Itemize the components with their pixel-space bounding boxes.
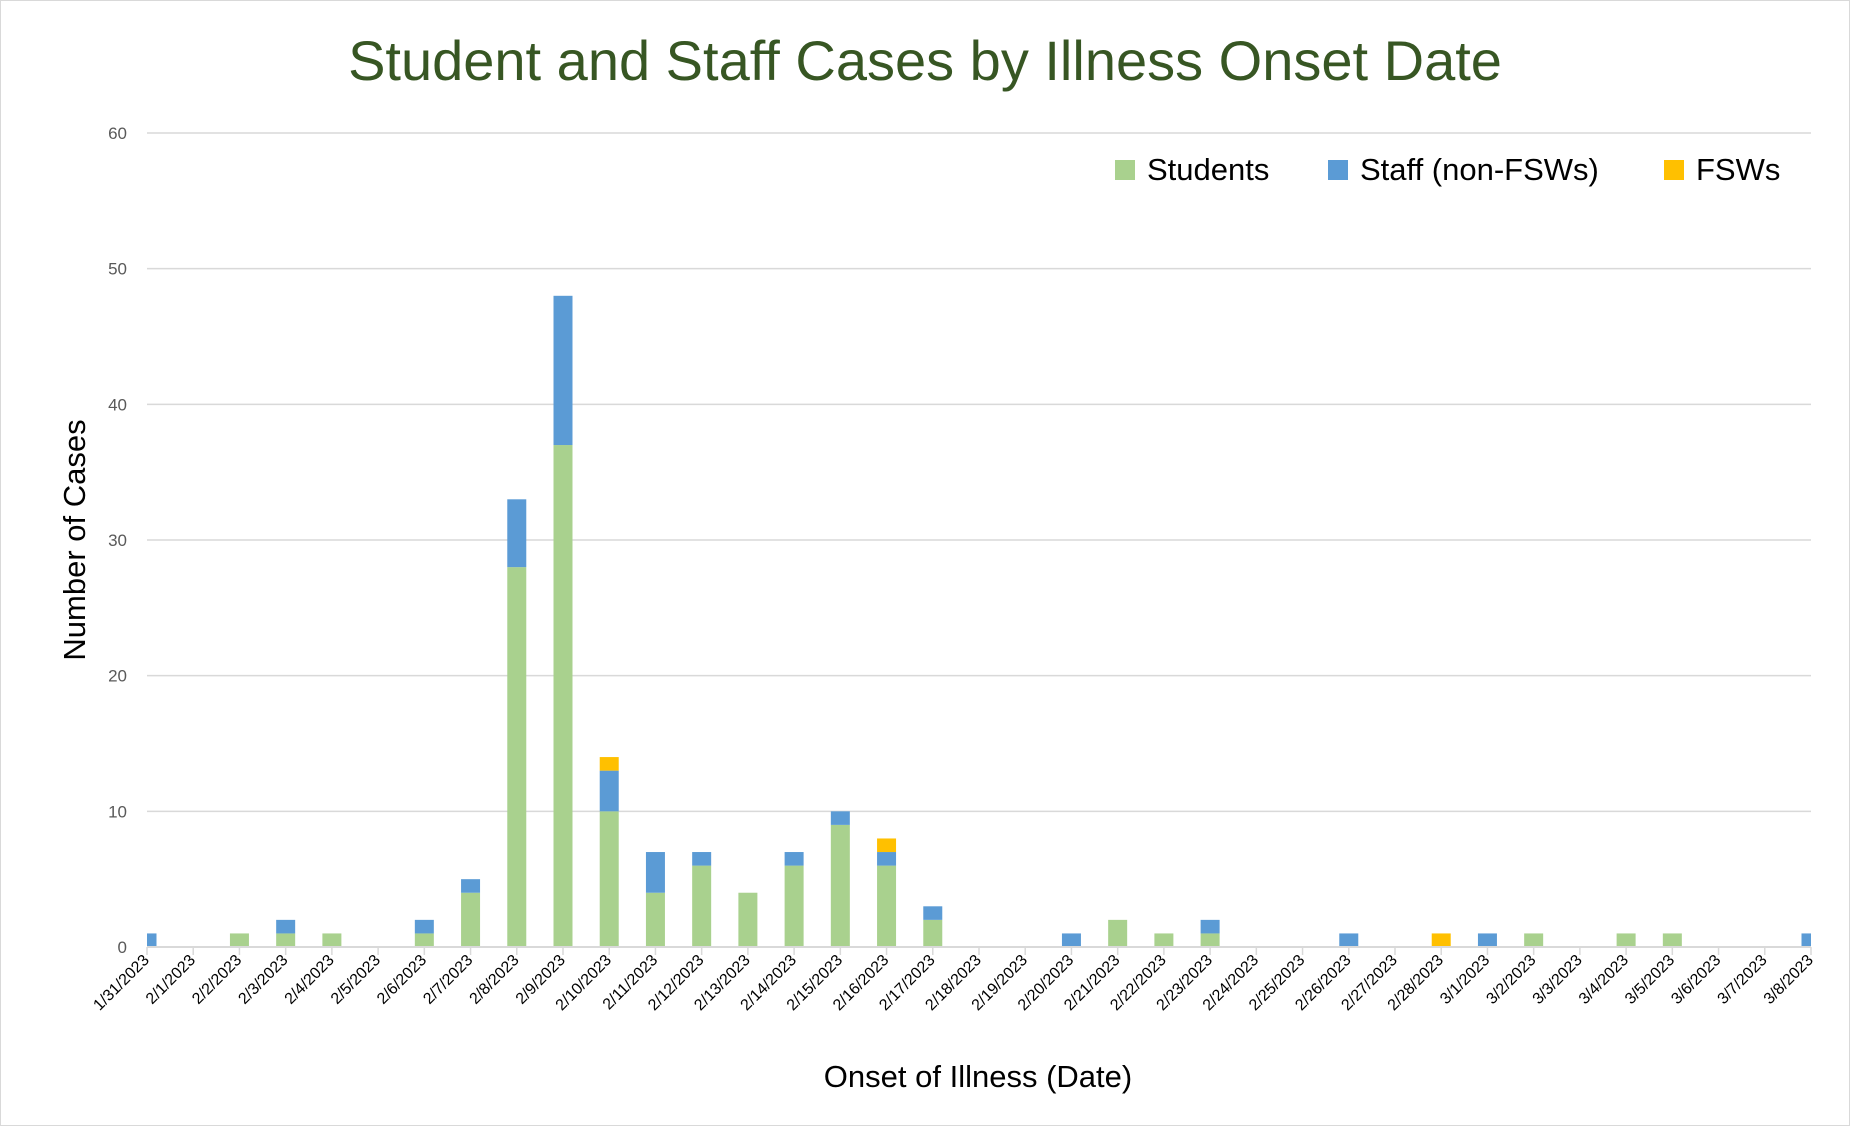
x-tick-label: 2/5/2023	[328, 952, 384, 1008]
bar-staff-non-fsws-	[553, 295, 573, 446]
bar-students	[784, 865, 804, 947]
bar-students	[553, 445, 573, 947]
bar-students	[1154, 933, 1174, 947]
y-tick-label: 0	[118, 938, 127, 957]
bar-students	[830, 824, 850, 947]
x-tick-label: 2/4/2023	[282, 952, 338, 1008]
y-tick-label: 40	[108, 395, 127, 414]
bar-staff-non-fsws-	[877, 852, 897, 866]
bar-students	[461, 892, 481, 947]
x-tick-label: 3/6/2023	[1668, 952, 1724, 1008]
x-tick-label: 3/4/2023	[1576, 952, 1632, 1008]
y-tick-label: 50	[108, 260, 127, 279]
bar-staff-non-fsws-	[1061, 933, 1081, 947]
legend-swatch	[1115, 160, 1135, 180]
x-tick-label: 3/3/2023	[1530, 952, 1586, 1008]
bar-staff-non-fsws-	[784, 852, 804, 866]
bar-students	[322, 933, 342, 947]
bar-students	[1616, 933, 1636, 947]
bar-students	[1108, 919, 1128, 947]
bar-staff-non-fsws-	[923, 906, 943, 920]
y-tick-label: 20	[108, 667, 127, 686]
bar-students	[692, 865, 712, 947]
bar-students	[738, 892, 758, 947]
y-tick-label: 10	[108, 802, 127, 821]
x-tick-label: 2/1/2023	[143, 952, 199, 1008]
bar-students	[1524, 933, 1544, 947]
x-tick-label: 2/8/2023	[467, 952, 523, 1008]
bar-students	[507, 567, 527, 947]
x-tick-label: 3/7/2023	[1715, 952, 1771, 1008]
bar-staff-non-fsws-	[414, 919, 434, 934]
y-tick-label: 60	[108, 124, 127, 143]
bar-students	[599, 811, 619, 947]
bar-staff-non-fsws-	[599, 770, 619, 812]
y-tick-label: 30	[108, 531, 127, 550]
bar-students	[645, 892, 665, 947]
legend-label: Staff (non-FSWs)	[1360, 152, 1599, 187]
legend-label: Students	[1147, 152, 1269, 187]
bar-students	[923, 919, 943, 947]
x-tick-label: 2/7/2023	[420, 952, 476, 1008]
x-tick-label: 2/3/2023	[235, 952, 291, 1008]
x-tick-label: 3/8/2023	[1761, 952, 1817, 1008]
bar-staff-non-fsws-	[692, 852, 712, 866]
legend-swatch	[1664, 160, 1684, 180]
bar-staff-non-fsws-	[147, 933, 157, 947]
bar-fsws	[1431, 933, 1451, 947]
x-axis-label: Onset of Illness (Date)	[824, 1059, 1132, 1094]
x-tick-label: 2/2/2023	[189, 952, 245, 1008]
bar-students	[276, 933, 296, 947]
x-tick-label: 2/6/2023	[374, 952, 430, 1008]
bar-staff-non-fsws-	[461, 879, 481, 893]
bar-students	[414, 933, 434, 947]
bar-students	[1200, 933, 1220, 947]
bar-students	[1662, 933, 1682, 947]
bar-staff-non-fsws-	[1200, 919, 1220, 934]
x-tick-label: 3/2/2023	[1483, 952, 1539, 1008]
bar-fsws	[599, 757, 619, 771]
bar-students	[877, 865, 897, 947]
bar-staff-non-fsws-	[276, 919, 296, 934]
bar-staff-non-fsws-	[645, 852, 665, 893]
x-tick-label: 3/1/2023	[1437, 952, 1493, 1008]
chart-title: Student and Staff Cases by Illness Onset…	[348, 29, 1502, 92]
bar-staff-non-fsws-	[830, 811, 850, 825]
bar-staff-non-fsws-	[1801, 933, 1811, 947]
bar-fsws	[877, 838, 897, 853]
bar-students	[229, 933, 249, 947]
legend-label: FSWs	[1696, 152, 1780, 187]
bar-staff-non-fsws-	[507, 499, 527, 568]
legend-swatch	[1328, 160, 1348, 180]
x-tick-label: 1/31/2023	[90, 952, 152, 1014]
y-axis-label: Number of Cases	[57, 419, 92, 660]
x-tick-label: 3/5/2023	[1622, 952, 1678, 1008]
bar-staff-non-fsws-	[1477, 933, 1497, 947]
bar-staff-non-fsws-	[1339, 933, 1359, 947]
